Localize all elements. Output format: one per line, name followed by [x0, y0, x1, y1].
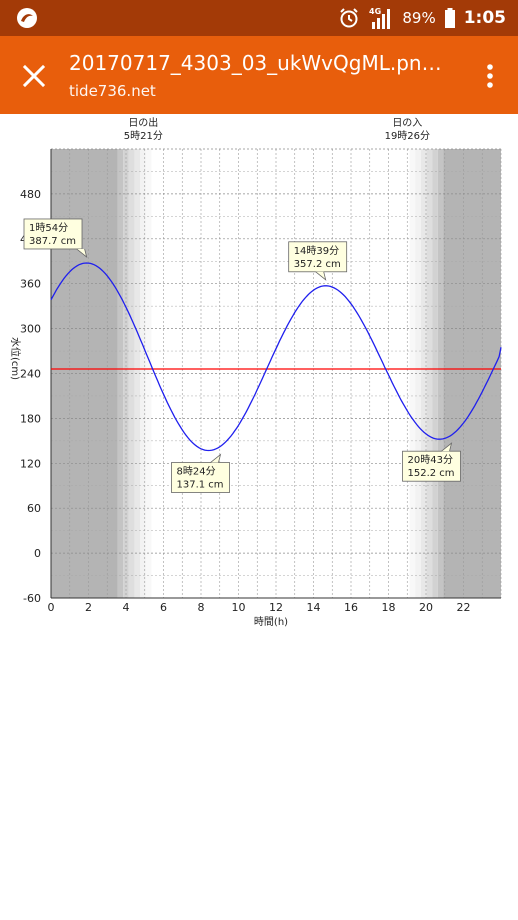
app-bar: 20170717_4303_03_ukWvQgML.pn… tide736.ne… [0, 36, 518, 114]
extremum-time: 1時54分 [29, 222, 68, 234]
x-tick-label: 2 [85, 601, 92, 614]
twilight-band [134, 149, 141, 598]
extremum-value: 387.7 cm [29, 236, 76, 247]
tide-chart: 0 2 4 6 8 10 12 14 16 18 20 22 -60 0 60 120 180 240 300 360… [9, 116, 502, 628]
x-tick-label: 10 [232, 601, 246, 614]
extremum-label: 1時54分 387.7 cm [23, 218, 88, 259]
more-vert-icon[interactable] [480, 60, 500, 92]
y-tick-label: 180 [20, 412, 41, 425]
signal-icon: 4G [369, 7, 391, 29]
twilight-band [415, 149, 421, 598]
extremum-label-pointer [76, 248, 88, 259]
status-bar: 4G 89% 1:05 [0, 0, 518, 36]
x-axis-label: 時間(h) [254, 616, 288, 628]
tide-curve [50, 262, 502, 452]
extremum-label-box [288, 241, 348, 273]
extremum-value: 357.2 cm [294, 259, 341, 270]
status-icons: 4G 89% 1:05 [338, 0, 506, 36]
y-tick-label: 120 [20, 457, 41, 470]
extremum-value: 137.1 cm [177, 480, 224, 491]
extremum-label-box [171, 462, 230, 493]
sunrise-time-label: 5時21分 [124, 130, 163, 142]
extremum-label: 20時43分 152.2 cm [402, 442, 461, 482]
twilight-band [426, 149, 433, 598]
extremum-value: 152.2 cm [408, 468, 455, 479]
y-tick-label: 480 [20, 188, 41, 201]
extremum-label: 8時24分 137.1 cm [171, 453, 230, 493]
sunset-time-label: 19時26分 [385, 130, 430, 142]
extremum-label-pointer [441, 442, 453, 452]
sunset-label: 日の入 [392, 118, 422, 129]
y-tick-label: 360 [20, 278, 41, 291]
extremum-label-box [23, 218, 83, 250]
clock-time: 1:05 [463, 8, 506, 28]
y-axis-label: 水位(cm) [9, 337, 22, 380]
battery-icon [444, 8, 455, 28]
x-tick-label: 14 [307, 601, 321, 614]
extremum-label: 14時39分 357.2 cm [288, 241, 348, 281]
sunrise-label: 日の出 [128, 116, 158, 129]
alarm-icon [340, 8, 359, 28]
close-icon[interactable] [14, 56, 54, 96]
y-tick-label: 0 [34, 547, 41, 560]
extremum-label-pointer [210, 453, 222, 463]
y-tick-label: 60 [27, 502, 41, 515]
y-tick-label: 300 [20, 323, 41, 336]
x-tick-label: 22 [457, 601, 471, 614]
page-url: tide736.net [69, 82, 156, 100]
extremum-time: 14時39分 [294, 245, 339, 257]
x-tick-label: 16 [344, 601, 358, 614]
y-tick-label: -60 [23, 592, 41, 605]
x-tick-label: 20 [419, 601, 433, 614]
page-title: 20170717_4303_03_ukWvQgML.pn… [69, 51, 442, 75]
battery-percent: 89% [402, 9, 436, 27]
extremum-label-pointer [315, 271, 327, 281]
extremum-time: 20時43分 [408, 454, 453, 466]
extremum-time: 8時24分 [177, 466, 216, 478]
y-tick-label: 240 [20, 368, 41, 381]
extremum-label-box [402, 450, 461, 482]
image-viewer: 0 2 4 6 8 10 12 14 16 18 20 22 -60 0 60 120 180 240 300 360… [0, 114, 518, 920]
x-tick-label: 0 [48, 601, 55, 614]
twilight-band [140, 149, 146, 598]
x-tick-label: 8 [198, 601, 205, 614]
x-tick-label: 4 [123, 601, 130, 614]
x-tick-label: 18 [382, 601, 396, 614]
x-tick-label: 12 [269, 601, 283, 614]
x-tick-label: 6 [160, 601, 167, 614]
svg-text:4G: 4G [369, 7, 381, 16]
app-logo-icon [17, 8, 37, 28]
